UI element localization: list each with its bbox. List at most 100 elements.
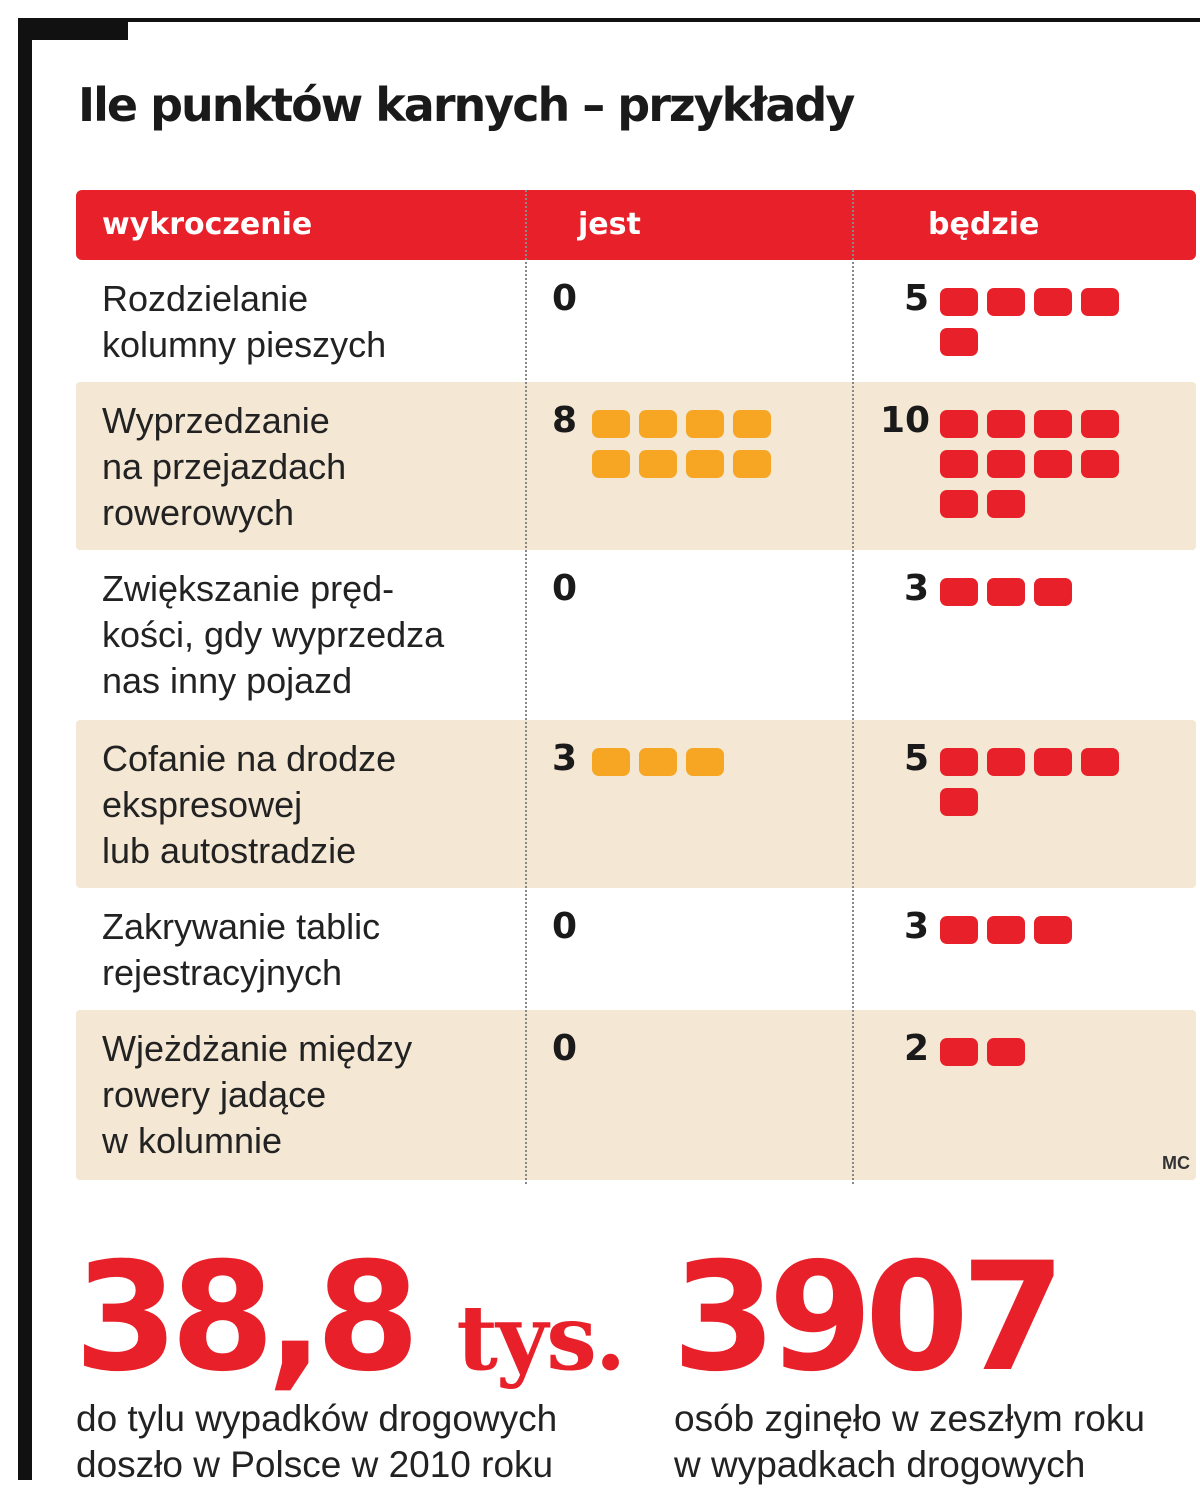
point-dot-future: [940, 1038, 978, 1066]
point-dot-future: [940, 410, 978, 438]
offense-label: Wyprzedzanie na przejazdach rowerowych: [102, 398, 346, 536]
offense-label-line: Wyprzedzanie: [102, 400, 330, 441]
point-dot-current: [733, 450, 771, 478]
table-row: Wyprzedzanie na przejazdach rowerowych 8 10: [76, 382, 1196, 550]
point-dot-current: [686, 450, 724, 478]
table-row: Zwiększanie pręd-kości, gdy wyprzedza nas…: [76, 550, 1196, 720]
offense-label: Zakrywanie tablic rejestracyjnych: [102, 904, 380, 996]
offense-label-line: ekspresowej: [102, 784, 303, 825]
table-row: Zakrywanie tablic rejestracyjnych 0 3: [76, 888, 1196, 1010]
point-dot-future: [940, 490, 978, 518]
point-dot-future: [1081, 748, 1119, 776]
offense-label: Rozdzielanie kolumny pieszych: [102, 276, 386, 368]
point-dot-future: [940, 288, 978, 316]
offense-label-line: rowery jadące: [102, 1074, 327, 1115]
points-future-dots: [940, 1038, 1170, 1078]
point-dot-future: [940, 788, 978, 816]
offense-label-line: w kolumnie: [102, 1120, 283, 1161]
offense-label-line: nas inny pojazd: [102, 660, 353, 701]
point-dot-current: [639, 450, 677, 478]
penalty-table: wykroczenie jest będzie Rozdzielanie kolu…: [76, 190, 1196, 1180]
point-dot-current: [592, 410, 630, 438]
points-future: 5: [904, 738, 930, 779]
table-body: Rozdzielanie kolumny pieszych 0 5 Wyprzedzan…: [76, 260, 1196, 1180]
point-dot-current: [639, 748, 677, 776]
credit-label: MC: [1162, 1153, 1190, 1173]
column-divider-2: [852, 190, 854, 1184]
offense-label: Wjeżdżanie między rowery jadące w kolumnie: [102, 1026, 412, 1164]
point-dot-future: [987, 578, 1025, 606]
points-future-dots: [940, 748, 1170, 828]
table-row: Cofanie na drodze ekspresowej lub autostra…: [76, 720, 1196, 888]
caption-line: do tylu wypadków drogowych: [76, 1398, 558, 1439]
page-title: Ile punktów karnych – przykłady: [78, 78, 855, 132]
point-dot-future: [1081, 450, 1119, 478]
point-dot-future: [987, 1038, 1025, 1066]
offense-label-line: kolumny pieszych: [102, 324, 387, 365]
point-dot-future: [940, 328, 978, 356]
point-dot-future: [987, 916, 1025, 944]
points-current-dots: [592, 410, 822, 490]
point-dot-future: [1034, 410, 1072, 438]
header-current: jest: [578, 207, 641, 242]
frame-left-rule: [18, 18, 32, 1480]
stat-accidents-number: 38,8: [74, 1231, 420, 1405]
points-future: 3: [904, 906, 930, 947]
frame-corner-tab: [18, 18, 128, 40]
offense-label: Cofanie na drodze ekspresowej lub autostra…: [102, 736, 396, 874]
caption-line: osób zginęło w zeszłym roku: [674, 1398, 1145, 1439]
points-current: 8: [552, 400, 578, 441]
points-future: 5: [904, 278, 930, 319]
table-row: Wjeżdżanie między rowery jadące w kolumnie…: [76, 1010, 1196, 1180]
point-dot-future: [987, 288, 1025, 316]
point-dot-future: [1034, 288, 1072, 316]
points-current: 0: [552, 1028, 578, 1069]
point-dot-future: [940, 916, 978, 944]
caption-line: w wypadkach drogowych: [674, 1444, 1086, 1485]
column-divider-1: [525, 190, 527, 1184]
offense-label: Zwiększanie pręd-kości, gdy wyprzedza nas…: [102, 566, 444, 704]
points-future-dots: [940, 288, 1170, 368]
points-current: 0: [552, 278, 578, 319]
points-current: 0: [552, 568, 578, 609]
point-dot-future: [1034, 748, 1072, 776]
point-dot-current: [639, 410, 677, 438]
point-dot-future: [987, 748, 1025, 776]
offense-label-line: Wjeżdżanie między: [102, 1028, 413, 1069]
offense-label-line: Zwiększanie pręd-: [102, 568, 395, 609]
header-offense: wykroczenie: [102, 207, 313, 242]
offense-label-line: rejestracyjnych: [102, 952, 343, 993]
header-future: będzie: [928, 207, 1040, 242]
point-dot-future: [1034, 450, 1072, 478]
point-dot-future: [987, 410, 1025, 438]
stat-deaths-caption: osób zginęło w zeszłym roku w wypadkach …: [674, 1396, 1145, 1488]
points-future: 2: [904, 1028, 930, 1069]
point-dot-future: [987, 490, 1025, 518]
point-dot-future: [987, 450, 1025, 478]
caption-line: doszło w Polsce w 2010 roku: [76, 1444, 554, 1485]
point-dot-current: [592, 748, 630, 776]
offense-label-line: na przejazdach: [102, 446, 347, 487]
points-future: 10: [880, 400, 931, 441]
frame-top-rule: [18, 18, 1200, 22]
table-row: Rozdzielanie kolumny pieszych 0 5: [76, 260, 1196, 382]
offense-label-line: rowerowych: [102, 492, 295, 533]
point-dot-future: [940, 578, 978, 606]
offense-label-line: Rozdzielanie: [102, 278, 309, 319]
points-future-dots: [940, 410, 1170, 530]
stat-accidents-caption: do tylu wypadków drogowych doszło w Pols…: [76, 1396, 557, 1488]
points-future-dots: [940, 916, 1170, 956]
points-current: 0: [552, 906, 578, 947]
stat-accidents-unit: tys.: [456, 1285, 626, 1391]
point-dot-future: [1081, 288, 1119, 316]
table-header: wykroczenie jest będzie: [76, 190, 1196, 260]
point-dot-future: [1034, 578, 1072, 606]
point-dot-future: [940, 748, 978, 776]
point-dot-future: [940, 450, 978, 478]
point-dot-future: [1081, 410, 1119, 438]
point-dot-current: [592, 450, 630, 478]
offense-label-line: Cofanie na drodze: [102, 738, 397, 779]
stat-deaths-value: 3907: [672, 1238, 1065, 1398]
offense-label-line: kości, gdy wyprzedza: [102, 614, 445, 655]
stat-accidents-value: 38,8 tys.: [74, 1238, 626, 1418]
